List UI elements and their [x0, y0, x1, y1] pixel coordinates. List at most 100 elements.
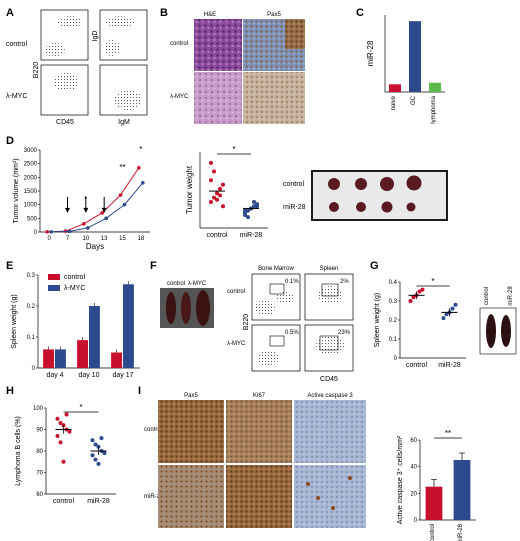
y-tick-label-2000: 2000 [24, 175, 38, 181]
spleen-label-control: control [167, 281, 185, 287]
y-axis-label: Lymphoma B cells (%) [15, 416, 22, 486]
bar-λ-MYC [123, 284, 134, 368]
spleen-photo-f [160, 288, 214, 328]
x-tick-label-miR-28: miR-28 [240, 232, 263, 239]
y-tick-label-1500: 1500 [24, 189, 38, 195]
x-tick-label-7: 7 [66, 236, 70, 242]
point-miR-28 [90, 438, 95, 443]
point-control [411, 295, 416, 300]
bar-λ-MYC [55, 349, 66, 368]
point-miR-28 [252, 199, 256, 204]
tumor-label-control: control [283, 181, 304, 188]
row-label-b-lmyc: λ-MYC [170, 94, 189, 100]
y-tick-label-40: 40 [410, 465, 417, 471]
legend-swatch-λ-MYC [48, 285, 60, 291]
point-miR-28 [444, 312, 449, 317]
row-label-i-control: control [144, 427, 162, 433]
y-tick-label-3000: 3000 [24, 148, 38, 154]
bar-control [425, 486, 443, 520]
flow-plots-f [251, 273, 354, 372]
x-axis-label: Days [86, 242, 104, 251]
y-tick-label-80: 80 [36, 449, 43, 455]
point-miR-28 [246, 208, 250, 213]
point-miR-28 [96, 461, 101, 466]
spleen-label-lmyc: λ-MYC [188, 281, 207, 287]
legend-label-control: control [64, 274, 85, 281]
legend-label-λ-MYC: λ-MYC [64, 285, 85, 292]
point-control [420, 287, 425, 292]
gate-spleen-control: 2% [340, 279, 349, 285]
point-control [55, 416, 60, 421]
spleen-weight-mir28-chart: 0 0.1 0.2 0.3 0.4 control miR-28 * Spleen weight… [374, 277, 466, 369]
point-control [45, 230, 49, 234]
lymphoma-b-cells-chart: 60 70 80 90 100 control miR-28 * Lymphoma B cell… [15, 403, 116, 505]
y-tick-label-0: 0 [414, 518, 418, 524]
point-control [212, 169, 216, 174]
series-line-control [47, 167, 140, 233]
row-label-i-mir28: miR-28 [144, 494, 164, 500]
y-tick-label-0.1: 0.1 [389, 337, 398, 343]
mir28-expression-chart: naive GC lymphoma miR-28 [366, 15, 445, 124]
col-label-i-caspase: Active caspase 3 [307, 393, 353, 399]
point-control [118, 193, 123, 197]
flow-row-control: control [227, 289, 245, 295]
tumor-weight-chart: control miR-28 * Tumor weight [185, 145, 268, 239]
x-tick-label-0: 0 [47, 236, 51, 242]
y-tick-label-0.2: 0.2 [389, 318, 398, 324]
point-control [82, 222, 86, 226]
y-tick-label-0: 0 [32, 366, 36, 372]
flow-row-lmyc: λ-MYC [227, 341, 246, 347]
y-axis-label: miR-28 [366, 40, 375, 66]
flow-col-bone-marrow: Bone Marrow [258, 266, 294, 272]
flow-xlabel-cd45: CD45 [320, 376, 338, 383]
point-control [417, 289, 422, 294]
y-axis-label: Spleen weight (g) [11, 294, 18, 348]
gate-spleen-lmyc: 23% [338, 330, 351, 336]
y-axis-label: Tumor weight [185, 165, 194, 214]
active-caspase-chart: 0 20 40 60 control miR-28 ** Active caspase 3⁺ … [397, 429, 476, 541]
point-miR-28 [243, 208, 247, 213]
panel-label-g: G [370, 260, 379, 272]
x-tick-label-day 4: day 4 [46, 372, 63, 379]
point-control [61, 459, 66, 464]
point-control [221, 182, 225, 187]
point-miR-28 [93, 442, 98, 447]
bar-control [111, 352, 122, 368]
bar-lymphoma [429, 82, 441, 92]
gate-bm-lmyc: 0.5% [285, 330, 299, 336]
point-control [215, 197, 219, 202]
axis-label-igd: IgD [92, 31, 99, 42]
point-control [209, 199, 213, 204]
point-miR-28 [99, 436, 104, 441]
tick-label-naive: naive [391, 95, 397, 110]
spleen-photo-g [479, 307, 517, 355]
histology-images-i [158, 400, 366, 528]
tumor-label-mir28: miR-28 [283, 204, 306, 211]
tumor-volume-chart: 0 500 1000 1500 2000 2500 3000 0 7 10 13 15 18 Days Tu… [13, 145, 150, 251]
spleen-g-label-control: control [484, 287, 490, 305]
x-tick-label-10: 10 [82, 236, 89, 242]
y-tick-label-2500: 2500 [24, 162, 38, 168]
point-miR-28 [93, 457, 98, 462]
point-miR-28 [86, 226, 90, 230]
x-tick-label-miR-28: miR-28 [458, 523, 464, 541]
point-control [209, 178, 213, 183]
x-tick-label-control: control [53, 498, 74, 505]
row-label-lmyc: λ-MYC [6, 93, 27, 100]
point-control [58, 421, 63, 426]
y-axis-label: Tumor volume (mm³) [13, 158, 20, 223]
point-miR-28 [252, 204, 256, 209]
y-tick-label-0.2: 0.2 [27, 304, 36, 310]
col-label-he: H&E [204, 12, 216, 18]
histology-images-b [194, 19, 305, 124]
sig-mark: ** [445, 429, 451, 438]
arrow-head [65, 207, 70, 213]
y-tick-label-70: 70 [36, 471, 43, 477]
sig-mark: * [139, 145, 142, 154]
point-control [58, 440, 63, 445]
sig-mark: * [431, 277, 434, 286]
x-tick-label-day 10: day 10 [78, 372, 99, 379]
flow-ylabel-b220: B220 [243, 314, 250, 330]
col-label-i-ki67: Ki67 [253, 393, 266, 399]
